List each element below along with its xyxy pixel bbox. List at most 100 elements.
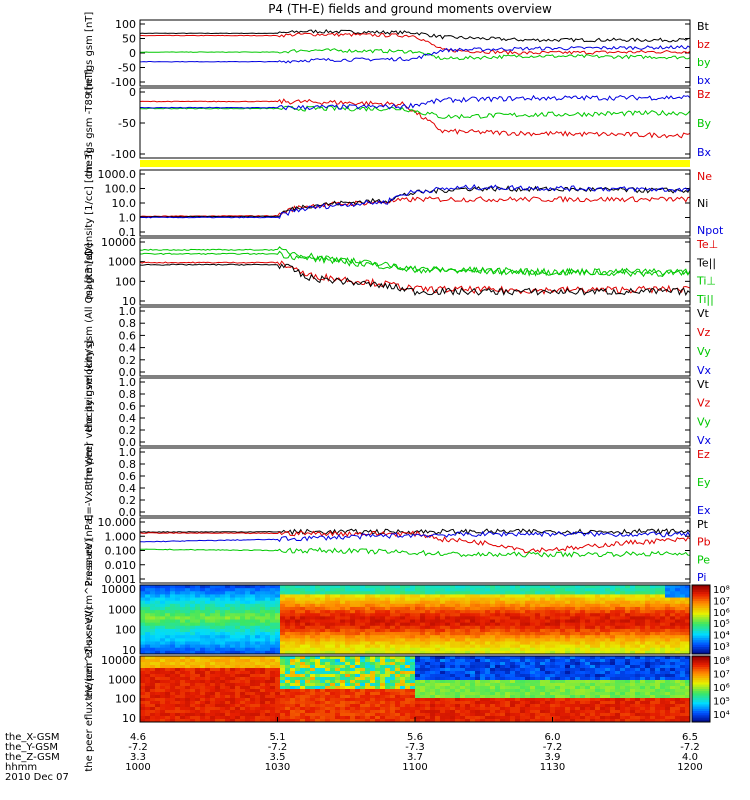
heatmap-cell [510, 659, 516, 663]
heatmap-cell [475, 665, 481, 669]
heatmap-cell [295, 692, 301, 696]
heatmap-cell [435, 628, 441, 633]
heatmap-cell [490, 704, 496, 708]
heatmap-cell [410, 656, 416, 660]
heatmap-cell [625, 603, 631, 608]
heatmap-cell [220, 625, 226, 630]
heatmap-cell [520, 671, 526, 675]
heatmap-cell [550, 638, 556, 642]
heatmap-cell [340, 659, 346, 663]
heatmap-cell [215, 628, 221, 633]
heatmap-cell [625, 689, 631, 693]
heatmap-cell [280, 610, 286, 614]
heatmap-cell [235, 695, 241, 699]
heatmap-cell [330, 692, 336, 696]
heatmap-cell [410, 713, 416, 717]
heatmap-cell [145, 695, 151, 699]
heatmap-cell [245, 668, 251, 672]
heatmap-cell [655, 716, 661, 720]
heatmap-cell [375, 716, 381, 720]
heatmap-cell [655, 647, 661, 652]
heatmap-cell [330, 680, 336, 684]
heatmap-cell [500, 689, 506, 693]
heatmap-cell [475, 683, 481, 687]
heatmap-cell [505, 665, 511, 669]
heatmap-cell [320, 716, 326, 720]
heatmap-cell [215, 588, 221, 592]
heatmap-cell [490, 622, 496, 627]
heatmap-cell [320, 686, 326, 690]
heatmap-cell [515, 656, 521, 660]
heatmap-cell [290, 606, 296, 611]
heatmap-cell [395, 650, 401, 655]
heatmap-cell [160, 647, 166, 652]
heatmap-cell [410, 610, 416, 614]
heatmap-cell [310, 668, 316, 672]
heatmap-cell [350, 622, 356, 627]
heatmap-cell [260, 692, 266, 696]
heatmap-cell [435, 683, 441, 687]
heatmap-cell [290, 591, 296, 595]
heatmap-cell [535, 665, 541, 669]
heatmap-cell [390, 698, 396, 702]
heatmap-cell [365, 680, 371, 684]
heatmap-cell [225, 606, 231, 611]
heatmap-cell [430, 647, 436, 652]
heatmap-cell [245, 603, 251, 608]
heatmap-cell [250, 628, 256, 633]
heatmap-cell [570, 616, 576, 620]
heatmap-cell [160, 616, 166, 620]
heatmap-cell [240, 668, 246, 672]
heatmap-cell [670, 603, 676, 608]
heatmap-cell [195, 622, 201, 627]
heatmap-cell [285, 647, 291, 652]
heatmap-cell [375, 632, 381, 636]
heatmap-cell [140, 683, 146, 687]
heatmap-cell [630, 692, 636, 696]
heatmap-cell [665, 606, 671, 611]
heatmap-cell [415, 600, 421, 605]
heatmap-cell [640, 644, 646, 649]
heatmap-cell [400, 650, 406, 655]
heatmap-cell [385, 692, 391, 696]
heatmap-cell [315, 686, 321, 690]
heatmap-cell [340, 662, 346, 666]
heatmap-cell [660, 698, 666, 702]
heatmap-cell [375, 628, 381, 633]
heatmap-cell [495, 585, 501, 589]
heatmap-cell [585, 656, 591, 660]
heatmap-cell [185, 625, 191, 630]
heatmap-cell [250, 644, 256, 649]
heatmap-cell [340, 588, 346, 592]
heatmap-cell [175, 698, 181, 702]
heatmap-cell [640, 677, 646, 681]
heatmap-cell [685, 616, 691, 620]
heatmap-cell [380, 719, 386, 723]
heatmap-cell [225, 719, 231, 723]
heatmap-cell [685, 597, 691, 602]
heatmap-cell [155, 689, 161, 693]
heatmap-cell [280, 588, 286, 592]
heatmap-cell [215, 603, 221, 608]
heatmap-cell [510, 625, 516, 630]
heatmap-cell [385, 719, 391, 723]
heatmap-cell [615, 616, 621, 620]
heatmap-cell [235, 613, 241, 617]
heatmap-cell [470, 594, 476, 598]
heatmap-cell [590, 656, 596, 660]
heatmap-cell [140, 638, 146, 642]
heatmap-cell [325, 704, 331, 708]
heatmap-cell [290, 588, 296, 592]
heatmap-cell [420, 659, 426, 663]
heatmap-cell [290, 683, 296, 687]
heatmap-cell [355, 674, 361, 678]
heatmap-cell [320, 659, 326, 663]
colorbar-cell [692, 589, 710, 593]
heatmap-cell [590, 689, 596, 693]
heatmap-cell [440, 716, 446, 720]
heatmap-cell [490, 680, 496, 684]
heatmap-cell [645, 591, 651, 595]
heatmap-cell [460, 710, 466, 714]
heatmap-cell [455, 683, 461, 687]
heatmap-cell [365, 692, 371, 696]
